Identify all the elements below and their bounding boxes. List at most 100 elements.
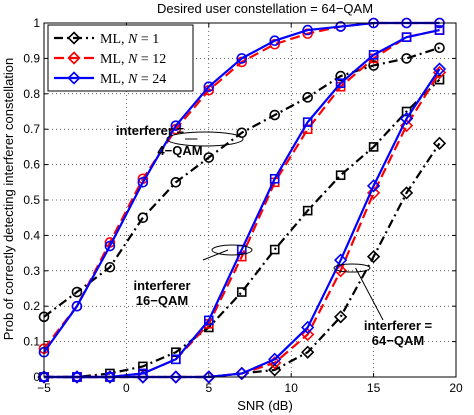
chart-title: Desired user constellation = 64−QAM	[157, 1, 373, 16]
data-point	[434, 42, 445, 54]
x-tick-label: 15	[367, 381, 381, 395]
legend: ML, N = 1 ML, N = 12 ML, N = 24	[47, 24, 194, 92]
legend-entry-1: ML, N = 1	[54, 31, 159, 47]
annotation-line-1: interferer =	[116, 123, 185, 138]
data-point	[235, 366, 249, 381]
data-point	[268, 352, 282, 366]
data-point	[204, 315, 214, 326]
data-point	[401, 53, 412, 64]
annotation-arrow	[202, 249, 229, 261]
data-point	[236, 53, 248, 64]
data-point	[432, 136, 447, 150]
data-point	[269, 109, 281, 121]
data-point	[301, 320, 315, 335]
y-tick-label: 0.9	[23, 51, 40, 65]
series-line	[43, 21, 440, 350]
legend-label: ML, N = 12	[100, 52, 166, 67]
x-tick-label: 10	[285, 381, 299, 395]
legend-entry-3: ML, N = 24	[54, 71, 166, 87]
x-tick-label: 0	[123, 381, 130, 395]
data-point	[399, 111, 414, 126]
data-point	[104, 261, 116, 273]
data-point	[335, 78, 346, 88]
annotation-line-2: 16−QAM	[136, 293, 188, 308]
y-tick-label: 0.5	[23, 193, 40, 207]
x-tick-label: −5	[37, 381, 51, 395]
data-point	[334, 253, 348, 267]
data-point	[301, 345, 315, 359]
y-tick-label: 0.4	[23, 228, 40, 242]
data-point	[203, 152, 215, 163]
data-point	[366, 186, 381, 200]
y-tick-label: 0	[33, 370, 40, 384]
data-point	[137, 212, 149, 223]
data-point	[302, 24, 313, 36]
data-point	[335, 170, 346, 181]
data-point	[368, 142, 379, 152]
annotation-line-2: 4−QAM	[157, 143, 202, 158]
data-point	[399, 186, 414, 200]
y-tick-label: 0.1	[23, 335, 40, 349]
annotations: interferer =4−QAMinterferer16−QAMinterfe…	[116, 123, 433, 348]
legend-label: ML, N = 1	[100, 32, 159, 47]
legend-marker	[67, 71, 81, 85]
data-point	[170, 120, 182, 131]
y-tick-label: 0.6	[23, 158, 40, 172]
data-point	[366, 250, 381, 264]
data-point	[334, 310, 348, 324]
series-line	[44, 78, 441, 379]
data-point	[432, 62, 447, 76]
data-point	[104, 240, 116, 252]
y-tick-label: 0.7	[23, 122, 40, 136]
data-point	[302, 92, 313, 103]
data-point	[136, 370, 150, 384]
data-point	[368, 50, 379, 60]
data-point	[37, 370, 51, 384]
data-point	[71, 286, 83, 298]
annotation-line-1: interferer =	[364, 318, 433, 333]
series-line	[43, 46, 440, 318]
x-tick-label: 20	[449, 381, 463, 395]
data-point	[103, 370, 117, 384]
data-point	[171, 347, 181, 358]
data-point	[269, 244, 280, 255]
legend-marker	[67, 31, 81, 45]
x-tick-label: 5	[205, 381, 212, 395]
data-point	[236, 287, 247, 297]
data-point	[302, 205, 313, 216]
annotation-3: interferer =64−QAM	[333, 263, 433, 348]
data-point	[203, 81, 215, 93]
data-point	[302, 117, 313, 127]
y-tick-label: 0.2	[23, 299, 40, 313]
data-point	[368, 60, 379, 71]
y-tick-label: 0.8	[23, 87, 40, 101]
data-point	[169, 370, 183, 384]
legend-label: ML, N = 24	[100, 72, 166, 87]
annotation-ellipse	[166, 131, 244, 147]
annotation-ellipse	[333, 263, 371, 273]
data-point	[202, 370, 216, 384]
data-point	[366, 179, 381, 193]
data-point	[137, 177, 149, 188]
data-point	[171, 354, 181, 365]
data-point	[71, 300, 83, 312]
data-point	[268, 363, 282, 377]
y-axis-title: Prob of correctly detecting interferer c…	[1, 58, 16, 341]
y-tick-label: 0.3	[23, 264, 40, 278]
annotation-ellipse	[211, 244, 253, 256]
annotation-arrow	[355, 267, 384, 321]
data-point	[434, 25, 445, 35]
data-point	[335, 70, 346, 82]
annotation-line-2: 64−QAM	[372, 333, 424, 348]
data-point	[335, 21, 346, 32]
legend-entry-2: ML, N = 12	[54, 51, 166, 67]
annotation-line-1: interferer	[133, 278, 190, 293]
data-point	[269, 35, 281, 47]
x-axis-title: SNR (dB)	[237, 398, 293, 413]
data-point	[269, 173, 280, 184]
data-point	[401, 32, 412, 42]
y-tick-label: 1	[33, 16, 40, 30]
